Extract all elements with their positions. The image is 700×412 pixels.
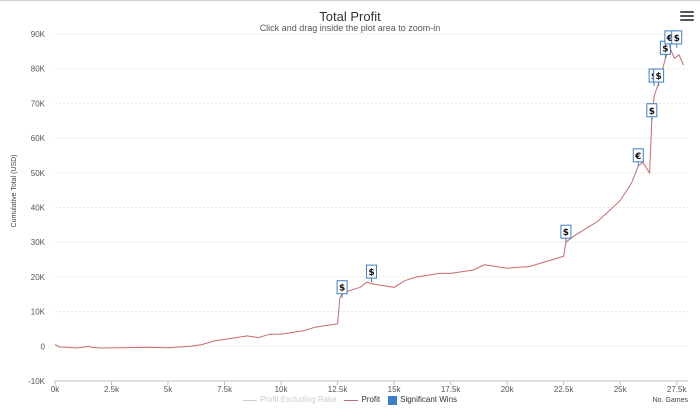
flag-box — [560, 224, 572, 239]
y-tick-label: 60K — [31, 134, 46, 143]
x-tick-label: 15k — [388, 385, 402, 394]
flag-label: $ — [368, 268, 374, 278]
flag-box — [646, 103, 658, 118]
flag-label: € — [634, 152, 641, 162]
flag-label: $ — [563, 228, 569, 238]
flag-label: $ — [649, 107, 655, 117]
significant-wins-layer: $$$€$$$$€$ — [336, 30, 683, 298]
y-tick-labels: -10K 0 10K 20K 30K 40K 50K 60K 70K 80K 90K — [28, 30, 46, 386]
x-tick-label: 20k — [501, 385, 515, 394]
legend-label: Profit Excluding Rake — [259, 395, 337, 405]
flag-label: € — [666, 34, 673, 44]
legend-symbol — [344, 399, 359, 401]
x-tick-label: 5k — [164, 385, 173, 394]
y-tick-label: 10K — [31, 308, 46, 317]
x-tick-label: 22.5k — [554, 385, 575, 394]
y-tick-label: 30K — [31, 238, 46, 247]
legend-symbol — [388, 395, 398, 405]
x-tick-labels: 0k 2.5k 5k 7.5k 10k 12.5k 15k 17.5k 20k 22.5k 25k 2… — [51, 381, 688, 394]
flag-label: $ — [674, 34, 680, 44]
significant-win-flag[interactable]: $ — [646, 103, 658, 121]
legend-symbol — [242, 399, 257, 401]
y-tick-label: 90K — [31, 30, 46, 39]
flag-label: $ — [339, 284, 345, 294]
flag-box — [336, 280, 348, 295]
flag-label: $ — [662, 44, 668, 54]
y-axis-title: Cumulative Total (USD) — [11, 154, 18, 227]
x-tick-label: 25k — [614, 385, 628, 394]
flag-box — [366, 264, 377, 279]
grid-lines — [55, 33, 688, 382]
chart-subtitle: Click and drag inside the plot area to z… — [259, 23, 441, 33]
menu-bar — [680, 15, 694, 17]
x-tick-label: 7.5k — [217, 385, 233, 394]
flag-box — [671, 30, 683, 45]
hamburger-menu-icon[interactable] — [680, 9, 694, 23]
flag-label: $ — [655, 72, 661, 82]
y-tick-label: -10K — [28, 377, 46, 386]
y-tick-label: 50K — [31, 169, 46, 178]
legend-item[interactable]: Profit — [344, 395, 380, 404]
significant-win-flag[interactable]: $ — [366, 264, 377, 283]
y-tick-label: 0 — [41, 342, 46, 351]
legend: Profit Excluding Rake Profit Significant W… — [0, 395, 700, 405]
legend-item[interactable]: Profit Excluding Rake — [242, 395, 337, 405]
legend-label: Profit — [361, 395, 381, 405]
x-tick-label: 17.5k — [441, 385, 462, 394]
x-tick-label: 2.5k — [104, 385, 120, 394]
y-tick-label: 70K — [31, 99, 46, 108]
y-tick-label: 80K — [31, 65, 46, 74]
x-axis-title: No. Games — [652, 397, 688, 404]
legend-item[interactable]: Significant Wins — [388, 395, 458, 405]
significant-win-flag[interactable]: € — [632, 148, 644, 166]
y-tick-label: 20K — [31, 273, 46, 282]
legend-label: Significant Wins — [400, 395, 458, 405]
series-line-profit[interactable] — [54, 46, 684, 349]
significant-win-flag[interactable]: $ — [560, 224, 572, 243]
y-tick-label: 40K — [31, 204, 46, 213]
menu-bar — [680, 19, 694, 21]
flag-box — [632, 148, 644, 163]
x-tick-label: 27.5k — [667, 385, 688, 394]
x-tick-label: 10k — [275, 385, 289, 394]
x-tick-label: 0k — [51, 385, 60, 394]
significant-win-flag[interactable]: $ — [653, 68, 665, 87]
significant-win-flag[interactable]: $ — [671, 30, 683, 48]
chart-title: Total Profit — [319, 9, 381, 24]
series-layer — [54, 46, 684, 349]
menu-bar — [680, 11, 694, 13]
significant-win-flag[interactable]: $ — [336, 280, 348, 298]
x-tick-label: 12.5k — [328, 385, 349, 394]
flag-box — [653, 68, 665, 83]
